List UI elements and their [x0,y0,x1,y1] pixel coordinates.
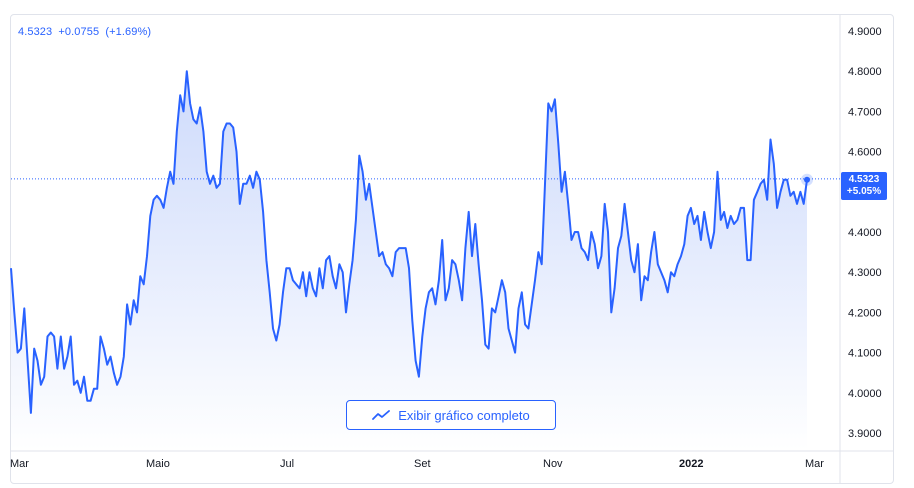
current-price-badge: 4.5323 +5.05% [841,172,887,200]
y-tick-label: 4.1000 [848,348,882,360]
y-tick-label: 4.2000 [848,307,882,319]
x-tick-label: Set [414,458,431,470]
x-tick-label: Maio [146,458,170,470]
price-line [10,70,808,414]
legend-price: 4.5323 [18,26,53,38]
y-tick-label: 4.9000 [848,26,882,38]
show-full-chart-button[interactable]: Exibir gráfico completo [346,400,556,430]
y-tick-label: 4.0000 [848,388,882,400]
y-tick-label: 3.9000 [848,428,882,440]
show-full-chart-label: Exibir gráfico completo [398,407,530,423]
chart-line-icon [372,410,391,420]
price-area [11,71,807,450]
x-tick-label: 2022 [679,458,703,470]
y-tick-label: 4.7000 [848,106,882,118]
y-tick-label: 4.4000 [848,227,882,239]
price-legend: 4.5323 +0.0755 (+1.69%) [18,26,154,38]
chart-frame [10,14,894,484]
legend-change-pct: (+1.69%) [105,26,152,38]
y-tick-label: 4.3000 [848,267,882,279]
badge-pct: +5.05% [846,186,882,197]
badge-price: 4.5323 [848,174,880,185]
y-tick-label: 4.6000 [848,147,882,159]
legend-change: +0.0755 [58,26,100,38]
y-tick-label: 4.8000 [848,66,882,78]
x-axis: Mar Maio Jul Set Nov 2022 Mar [10,458,824,470]
y-axis: 4.90004.80004.70004.60004.50004.40004.30… [848,26,882,440]
x-tick-label: Jul [280,458,294,470]
x-tick-label: Nov [543,458,563,470]
last-point-marker [804,176,810,183]
x-tick-label: Mar [10,458,29,470]
x-tick-label: Mar [805,458,824,470]
